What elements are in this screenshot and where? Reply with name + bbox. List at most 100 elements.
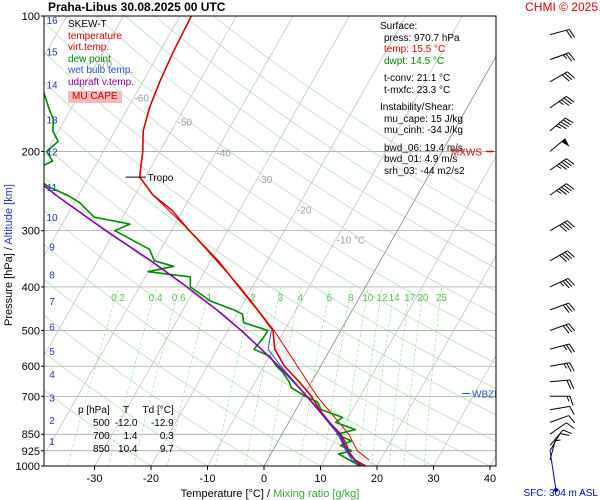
tropopause-label: Tropo [148, 173, 174, 184]
mixing-ratio-label: 12 [376, 293, 388, 304]
wind-barb-flag [568, 415, 576, 424]
wind-barb-staff [549, 96, 567, 109]
wind-barb [549, 52, 576, 62]
legend-item: SKEW-T [68, 19, 107, 30]
wind-barb-flag [562, 280, 570, 289]
mixing-ratio-line [245, 286, 282, 466]
wind-barb-half-flag [556, 190, 562, 194]
wind-barb-staff [549, 379, 570, 383]
surface-panel: Surface: press: 970.7 hPa temp: 15.5 °C dw… [380, 21, 465, 177]
mixing-ratio-label: 6 [327, 293, 333, 304]
wind-barb-flag [565, 53, 573, 62]
isotherm-label: -60 [134, 94, 149, 105]
mixing-ratio-line [267, 286, 302, 466]
mixing-ratio-label: 1 [206, 293, 212, 304]
altitude-tick-label: 5 [49, 347, 55, 358]
wind-barb-flag [566, 71, 575, 79]
wind-barb-flag [566, 29, 573, 39]
x-axis-label-separator: / [267, 488, 273, 500]
wind-barb-flag [566, 250, 575, 258]
surface-stat: srh_03: -44 m2/s2 [384, 165, 465, 177]
wind-barb-flag [568, 29, 575, 38]
wind-barb-staff [549, 117, 566, 132]
wind-barb-flag [565, 279, 573, 287]
wind-barb-flag [561, 223, 570, 231]
legend-item: virt.temp. [68, 42, 110, 53]
mixing-ratio-label: 3 [278, 293, 284, 304]
plot-frame [43, 15, 497, 467]
pressure-tick-label: 400 [22, 282, 40, 294]
mixing-ratio-line [108, 286, 157, 466]
wind-barb [549, 343, 575, 353]
wind-barb-flag [566, 380, 572, 390]
dry-adiabat [44, 244, 378, 466]
wind-barb [549, 415, 576, 424]
wind-barb-staff [549, 433, 561, 452]
mixing-ratio-line [403, 286, 424, 466]
altitude-tick-label: 1 [49, 437, 55, 448]
y-axis-label-separator: / [3, 245, 15, 251]
wind-barb-flag [566, 220, 575, 228]
wind-barb-flag [568, 302, 576, 311]
series-line-temperature [138, 16, 367, 466]
wind-barb-staff [549, 52, 569, 61]
wind-barb-flag [563, 184, 572, 192]
wind-barb-flag [565, 324, 573, 333]
altitude-tick-label: 6 [49, 323, 55, 334]
isotherm-label: -70 [97, 59, 112, 70]
wind-barb [549, 158, 575, 171]
wind-barb-flag [561, 253, 570, 261]
wind-barb-flag [561, 99, 570, 106]
dry-adiabat [44, 210, 434, 466]
temperature-tick-label: 0 [261, 473, 267, 485]
mixing-ratio-line [67, 286, 119, 466]
surface-wind-dot [554, 488, 558, 492]
series-line-virt-temp- [139, 176, 370, 461]
isotherm-label: -90 °C [3, 27, 31, 38]
surface-stat: mu_cinh: -34 J/kg [384, 125, 463, 136]
mixing-ratio-label: 0.6 [172, 293, 186, 304]
isotherm-label: -10 °C [337, 235, 365, 246]
level-table-header: p [hPa] [78, 405, 110, 416]
wind-barb [549, 362, 575, 372]
wind-barb-flag [566, 158, 575, 165]
mixing-ratio-line [357, 286, 383, 466]
level-cell: 500 [93, 418, 110, 429]
wind-barb-flag [568, 343, 575, 353]
wind-barb-flag [559, 254, 567, 262]
wind-barb-pennant [561, 138, 570, 147]
dry-adiabat [44, 314, 265, 466]
altitude-tick-label: 2 [49, 416, 55, 427]
series-line-udpraft-v-temp- [44, 184, 362, 466]
wind-barb-flag [560, 121, 570, 128]
mixing-ratio-line [388, 286, 411, 466]
wind-barb-staff [549, 302, 569, 311]
wind-barb [549, 183, 575, 196]
wind-barb-staff [549, 343, 570, 350]
wind-barb [549, 302, 576, 313]
wind-barb-flag [566, 96, 575, 103]
isotherm-line [94, 16, 350, 466]
surface-stat: bwd_06: 19.4 m/s [384, 142, 463, 154]
legend-item: wet bulb temp. [68, 65, 134, 76]
surface-elevation-note: SFC: 304 m ASL [523, 488, 598, 499]
wind-barb-half-flag [566, 396, 570, 402]
isotherm-line [547, 16, 600, 466]
altitude-tick-label: 14 [46, 81, 58, 92]
altitude-tick-label: 3 [49, 394, 55, 405]
wind-barb [550, 395, 574, 406]
wbzl-label: WBZL [472, 389, 500, 400]
wind-barb-flag [564, 251, 573, 259]
mucape-badge: MU CAPE [68, 91, 122, 103]
wind-barb-half-flag [556, 165, 562, 169]
wind-barb-flag [558, 188, 567, 195]
pressure-tick-label: 700 [22, 391, 40, 403]
isotherm-line [433, 354, 496, 466]
wind-barb-flag [563, 97, 572, 105]
wind-barb-flag [569, 379, 575, 389]
wind-barb-flag [567, 278, 576, 286]
mixing-ratio-label: 4 [298, 293, 304, 304]
level-cell: 10.4 [118, 444, 138, 455]
series-line-dew-point [44, 89, 361, 466]
mixing-ratio-line [133, 286, 180, 466]
